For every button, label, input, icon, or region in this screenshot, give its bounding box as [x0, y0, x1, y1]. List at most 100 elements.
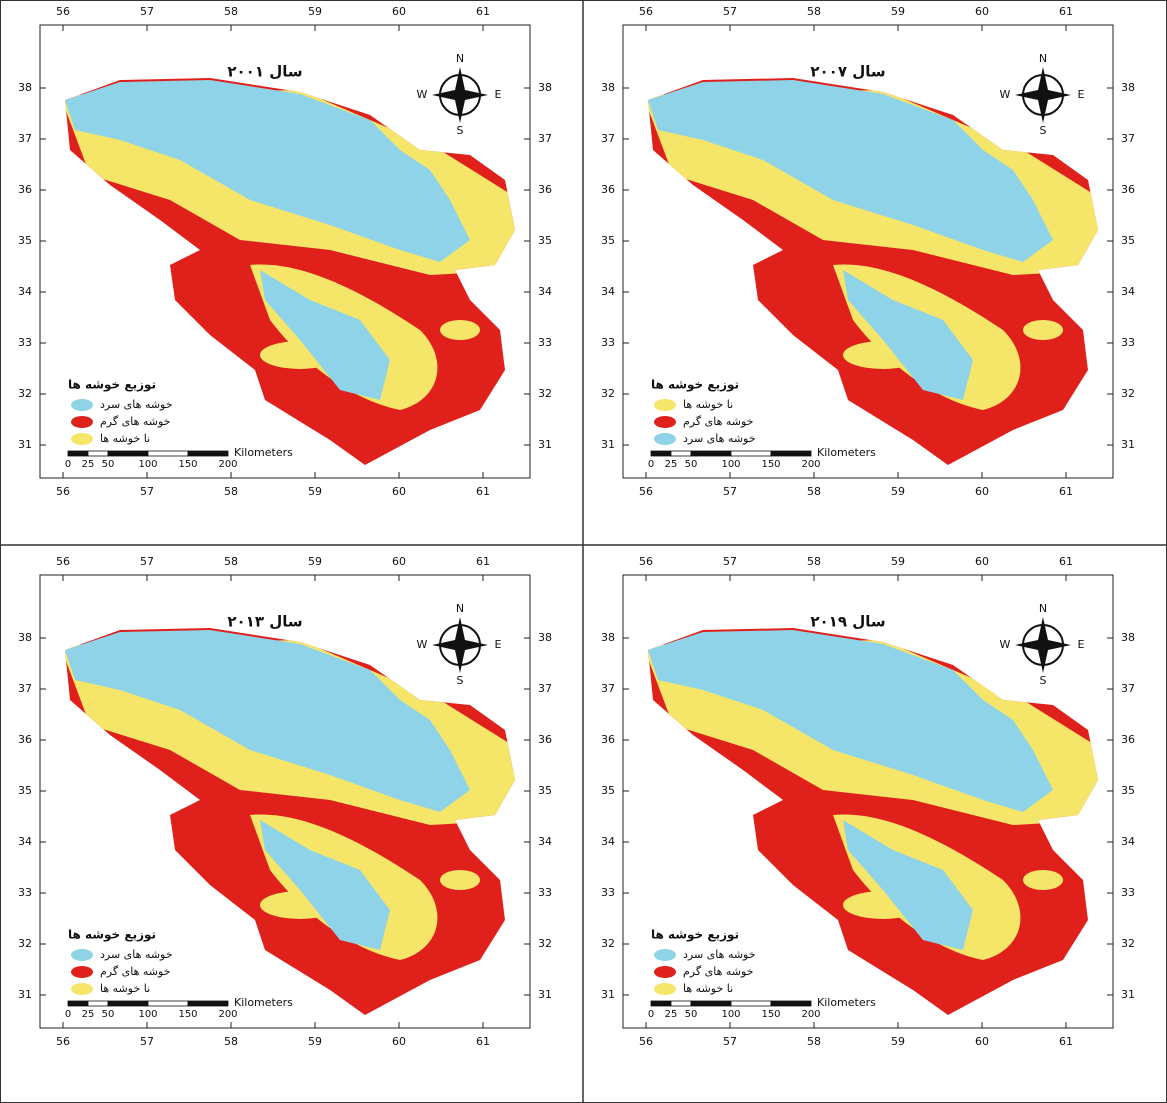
lat-tick-label: 38	[538, 81, 552, 94]
legend-swatch	[654, 433, 676, 445]
lat-tick-label: 36	[18, 183, 32, 196]
panel-title: سال ۲۰۰۱	[227, 63, 302, 81]
compass-s: S	[457, 124, 464, 137]
legend-title: توزیع خوشه ها	[68, 928, 156, 943]
lat-tick-label: 34	[18, 285, 32, 298]
lat-tick-label: 33	[18, 886, 32, 899]
legend-label: خوشه های گرم	[683, 965, 753, 978]
lat-tick-label: 36	[601, 183, 615, 196]
scale-label: 25	[665, 459, 678, 470]
lat-tick-label: 34	[601, 285, 615, 298]
lat-tick-label: 33	[538, 886, 552, 899]
lon-tick-label: 61	[1059, 1035, 1073, 1048]
lat-tick-label: 35	[601, 784, 615, 797]
lon-tick-label: 60	[392, 1035, 406, 1048]
legend-label: خوشه های گرم	[100, 965, 170, 978]
legend-swatch	[71, 433, 93, 445]
scale-segment	[651, 451, 671, 456]
legend-swatch	[71, 416, 93, 428]
panel-title: سال ۲۰۱۳	[227, 613, 302, 631]
lat-tick-label: 31	[601, 438, 615, 451]
compass-star	[432, 617, 488, 673]
legend-label: نا خوشه ها	[100, 432, 150, 445]
legend-swatch	[654, 399, 676, 411]
lat-tick-label: 35	[601, 234, 615, 247]
lon-tick-label: 58	[224, 1035, 238, 1048]
scale-label: 150	[761, 1009, 780, 1020]
lat-tick-label: 34	[1121, 835, 1135, 848]
lon-tick-label: 58	[807, 1035, 821, 1048]
scale-segment	[731, 451, 771, 456]
lat-tick-label: 35	[538, 234, 552, 247]
legend-label: نا خوشه ها	[100, 982, 150, 995]
scale-label: 50	[102, 459, 115, 470]
scale-label: 100	[721, 459, 740, 470]
compass-star	[1015, 617, 1071, 673]
lat-tick-label: 35	[18, 784, 32, 797]
lat-tick-label: 31	[1121, 438, 1135, 451]
legend-label: نا خوشه ها	[683, 982, 733, 995]
lon-tick-label: 60	[975, 5, 989, 18]
lat-tick-label: 31	[1121, 988, 1135, 1001]
lon-tick-label: 58	[224, 485, 238, 498]
lat-tick-label: 36	[538, 733, 552, 746]
lat-tick-label: 38	[601, 631, 615, 644]
legend-swatch	[71, 966, 93, 978]
lat-tick-label: 35	[18, 234, 32, 247]
lat-tick-label: 37	[18, 682, 32, 695]
lat-tick-label: 36	[18, 733, 32, 746]
scale-label: 50	[102, 1009, 115, 1020]
panel-title: سال ۲۰۱۹	[810, 613, 885, 631]
lat-tick-label: 34	[538, 835, 552, 848]
lat-tick-label: 32	[538, 387, 552, 400]
lon-tick-label: 59	[891, 5, 905, 18]
lat-tick-label: 31	[18, 438, 32, 451]
compass-e: E	[1078, 88, 1085, 101]
lon-tick-label: 61	[1059, 555, 1073, 568]
compass-n: N	[456, 602, 464, 615]
compass-e: E	[495, 88, 502, 101]
legend-swatch	[654, 983, 676, 995]
lon-tick-label: 56	[56, 1035, 70, 1048]
lon-tick-label: 59	[891, 485, 905, 498]
compass-n: N	[456, 52, 464, 65]
legend-label: خوشه های سرد	[683, 432, 756, 445]
compass-w: W	[1000, 638, 1011, 651]
lon-tick-label: 59	[308, 485, 322, 498]
lat-tick-label: 35	[1121, 784, 1135, 797]
legend-title: توزیع خوشه ها	[68, 378, 156, 393]
scale-unit: Kilometers	[817, 446, 876, 459]
compass-n: N	[1039, 52, 1047, 65]
scale-label: 0	[65, 459, 71, 470]
scale-unit: Kilometers	[817, 996, 876, 1009]
lon-tick-label: 59	[308, 555, 322, 568]
lat-tick-label: 38	[18, 631, 32, 644]
scale-label: 25	[82, 1009, 95, 1020]
lon-tick-label: 59	[891, 555, 905, 568]
scale-segment	[731, 1001, 771, 1006]
compass-star	[1015, 67, 1071, 123]
legend-swatch	[654, 949, 676, 961]
lat-tick-label: 32	[1121, 387, 1135, 400]
lat-tick-label: 32	[1121, 937, 1135, 950]
legend-label: خوشه های سرد	[683, 948, 756, 961]
lat-tick-label: 36	[1121, 733, 1135, 746]
lon-tick-label: 61	[1059, 5, 1073, 18]
lon-tick-label: 58	[224, 555, 238, 568]
lat-tick-label: 33	[1121, 336, 1135, 349]
scale-label: 0	[648, 459, 654, 470]
legend-swatch	[71, 983, 93, 995]
lat-tick-label: 38	[1121, 631, 1135, 644]
scale-label: 200	[218, 1009, 237, 1020]
lat-tick-label: 37	[601, 132, 615, 145]
legend-label: خوشه های سرد	[100, 948, 173, 961]
lon-tick-label: 60	[392, 5, 406, 18]
lat-tick-label: 34	[18, 835, 32, 848]
lat-tick-label: 37	[18, 132, 32, 145]
scale-label: 0	[648, 1009, 654, 1020]
map-panel: 5656575758585959606061613838373736363535…	[601, 5, 1135, 498]
compass-w: W	[1000, 88, 1011, 101]
legend-label: خوشه های گرم	[683, 415, 753, 428]
panel-title: سال ۲۰۰۷	[810, 63, 885, 81]
